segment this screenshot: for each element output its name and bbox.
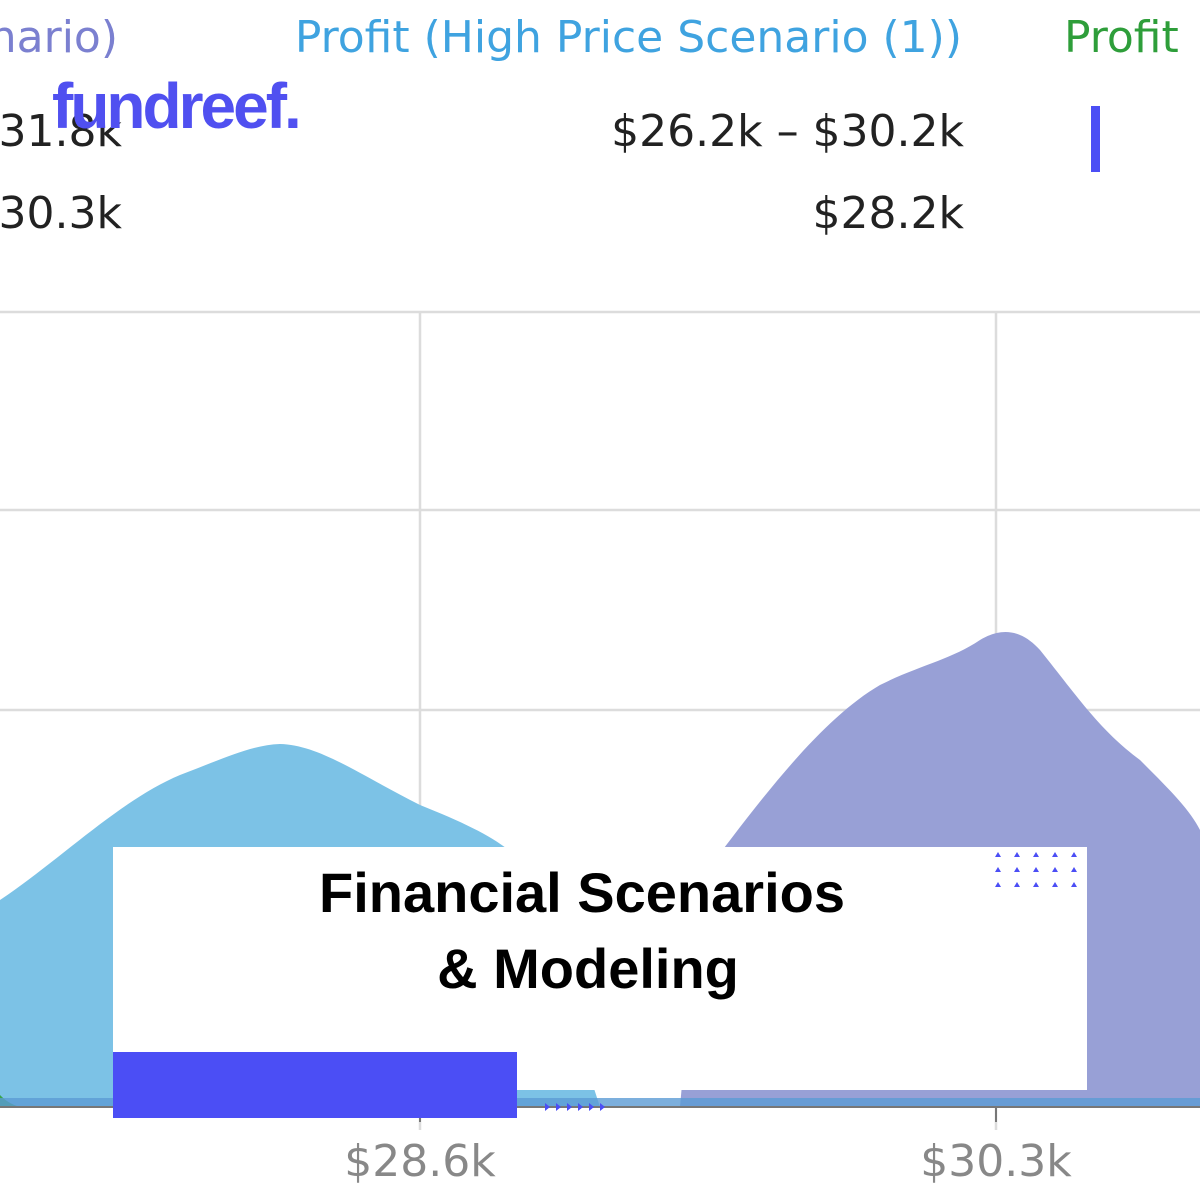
arrow [545, 1103, 550, 1111]
dot [995, 852, 1001, 857]
dot [1033, 867, 1039, 872]
dot [1071, 867, 1077, 872]
dot [1033, 852, 1039, 857]
arrow-pattern [545, 1103, 605, 1111]
dot [1052, 852, 1058, 857]
dot [995, 867, 1001, 872]
dot-pattern [995, 852, 1077, 887]
brand-logo: fundreef. [52, 70, 299, 142]
dot [1014, 852, 1020, 857]
headline: & Modeling [437, 937, 739, 1000]
stat-range: 31.8k [0, 106, 123, 157]
arrow [600, 1103, 605, 1111]
stat-range: $26.2k – $30.2k [611, 106, 964, 157]
headline-card [113, 847, 1087, 1090]
dot [1071, 852, 1077, 857]
dot [1014, 867, 1020, 872]
headline: Financial Scenarios [319, 861, 845, 924]
dot [1033, 882, 1039, 887]
arrow [567, 1103, 572, 1111]
legend-entry: nario) [0, 12, 118, 63]
arrow [589, 1103, 594, 1111]
x-tick-label: $30.3k [920, 1136, 1072, 1187]
dot [1071, 882, 1077, 887]
stat-mean: 30.3k [0, 188, 123, 239]
dot [1052, 867, 1058, 872]
legend-entry: Profit (High Price Scenario (1)) [295, 12, 962, 63]
x-tick-label: $28.6k [344, 1136, 496, 1187]
stat-mean: $28.2k [813, 188, 965, 239]
dot [995, 882, 1001, 887]
accent-bar [113, 1052, 517, 1118]
legend-entry: Profit [1064, 12, 1179, 63]
arrow [578, 1103, 583, 1111]
legend-marker [1091, 106, 1100, 172]
arrow [556, 1103, 561, 1111]
dot [1014, 882, 1020, 887]
dot [1052, 882, 1058, 887]
